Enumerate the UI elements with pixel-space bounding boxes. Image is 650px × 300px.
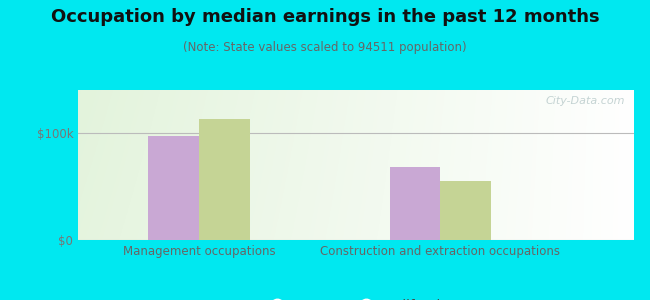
Bar	[148, 136, 199, 240]
Legend: 94511, California: 94511, California	[258, 294, 454, 300]
Bar	[199, 119, 250, 240]
Text: Occupation by median earnings in the past 12 months: Occupation by median earnings in the pas…	[51, 8, 599, 26]
Bar	[441, 181, 491, 240]
Text: City-Data.com: City-Data.com	[546, 96, 625, 106]
Text: (Note: State values scaled to 94511 population): (Note: State values scaled to 94511 popu…	[183, 40, 467, 53]
Bar	[390, 167, 441, 240]
